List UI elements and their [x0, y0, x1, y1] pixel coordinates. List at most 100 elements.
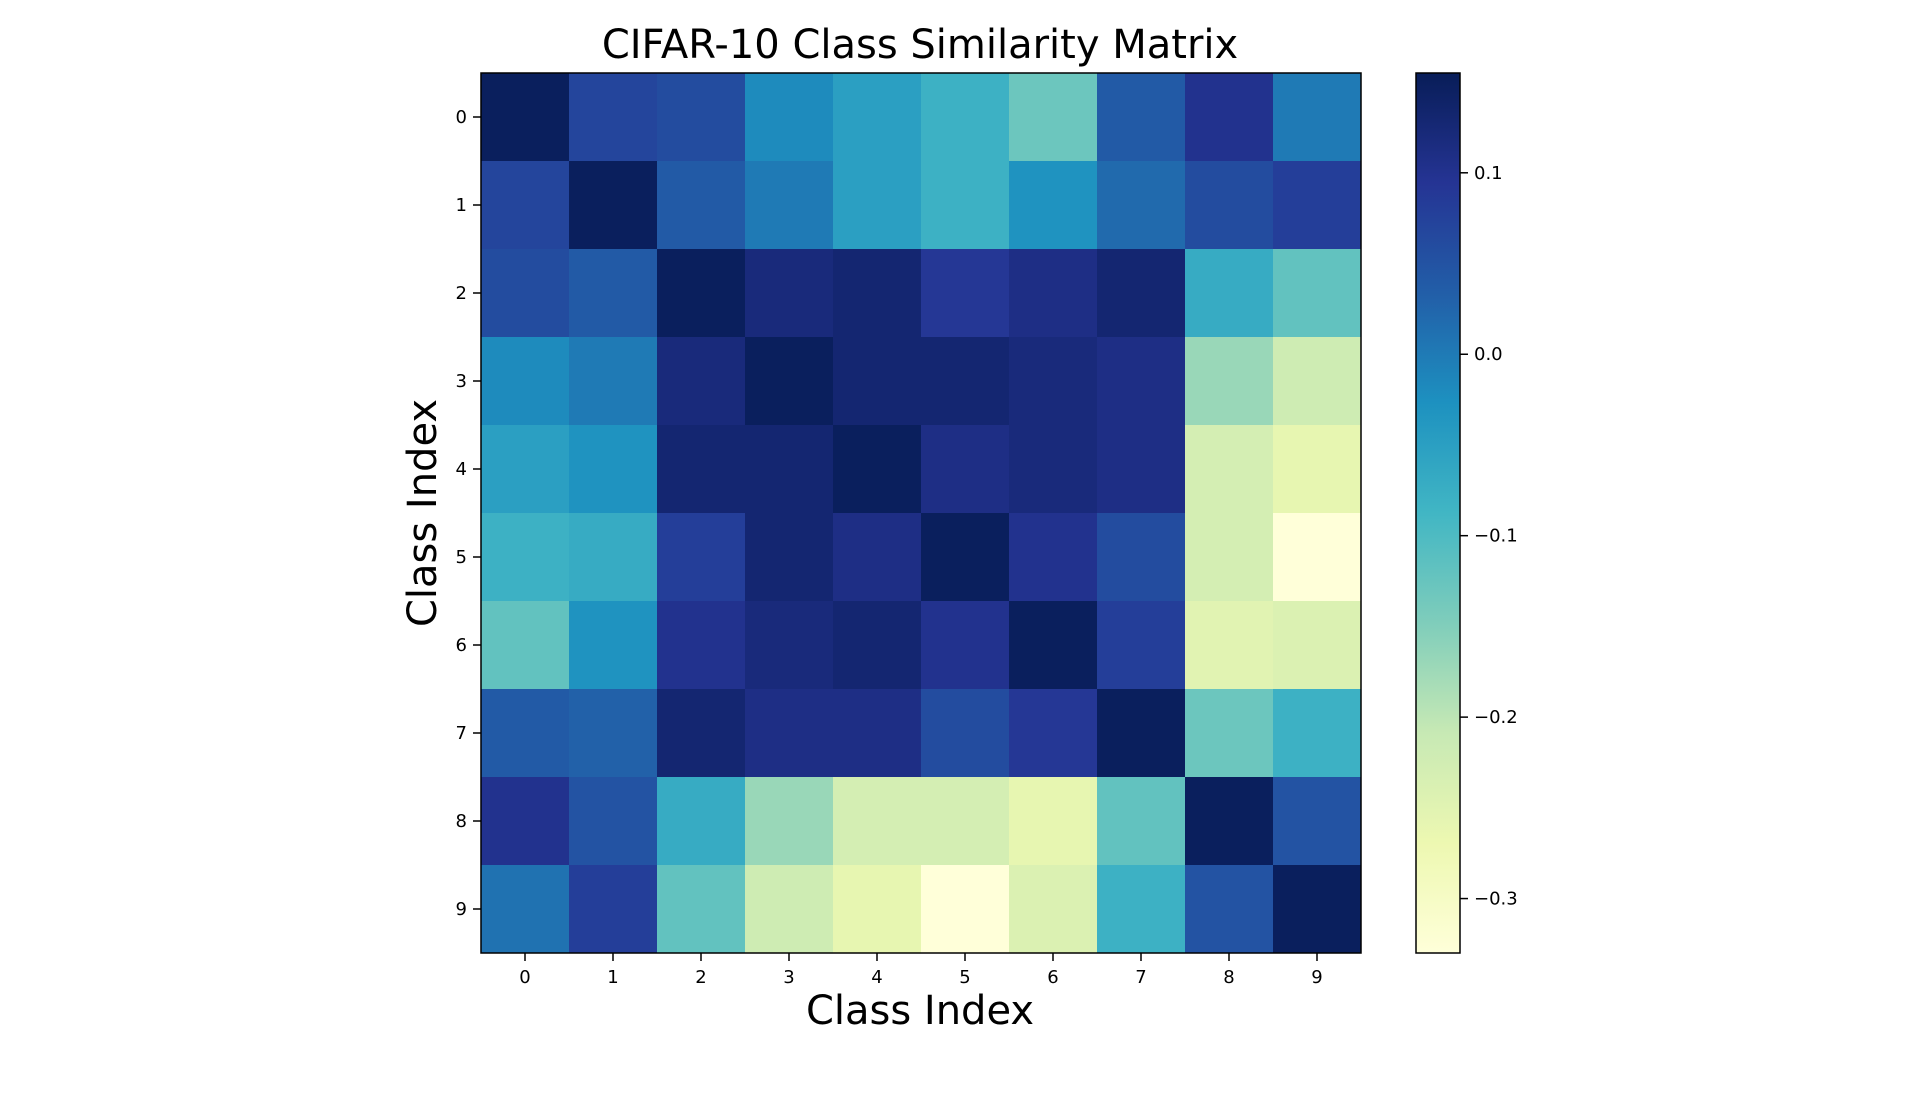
heatmap-cell	[657, 513, 746, 602]
y-tick-label: 1	[456, 195, 467, 216]
heatmap-cell	[833, 513, 922, 602]
heatmap-cell	[1009, 337, 1098, 426]
heatmap-cell	[833, 249, 922, 338]
heatmap-cell	[921, 513, 1010, 602]
plot-frame	[480, 72, 1362, 954]
heatmap-cell	[833, 161, 922, 250]
colorbar-ticks: 0.1 0.0 −0.1 −0.2 −0.3	[1460, 163, 1518, 910]
x-axis-label: Class Index	[806, 988, 1034, 1034]
heatmap-cell	[745, 601, 834, 690]
heatmap-cell	[1009, 601, 1098, 690]
x-tick-label: 7	[1135, 967, 1146, 988]
y-tick-label: 2	[456, 283, 467, 304]
heatmap-cell	[569, 689, 658, 778]
heatmap-cell	[657, 865, 746, 954]
heatmap-cell	[921, 689, 1010, 778]
heatmap-cell	[833, 73, 922, 162]
y-tick-label: 3	[456, 371, 467, 392]
heatmap-cell	[1185, 249, 1274, 338]
heatmap-cell	[1185, 513, 1274, 602]
heatmap-cell	[745, 337, 834, 426]
heatmap-cell	[657, 73, 746, 162]
heatmap-cell	[1097, 689, 1186, 778]
heatmap-cell	[657, 249, 746, 338]
heatmap-cell	[1009, 689, 1098, 778]
heatmap-cell	[481, 777, 570, 866]
heatmap-cell	[1097, 73, 1186, 162]
heatmap-cell	[1097, 601, 1186, 690]
colorbar-tick-label: −0.3	[1474, 889, 1518, 910]
heatmap-cell	[569, 601, 658, 690]
colorbar-tick-label: 0.0	[1474, 344, 1503, 365]
heatmap-cell	[569, 337, 658, 426]
heatmap-cell	[1185, 689, 1274, 778]
heatmap-cell	[921, 337, 1010, 426]
heatmap-cell	[569, 425, 658, 514]
heatmap-cell	[921, 777, 1010, 866]
heatmap-cell	[1273, 865, 1362, 954]
heatmap-cell	[481, 161, 570, 250]
heatmap-cell	[1097, 337, 1186, 426]
heatmap-cell	[1097, 777, 1186, 866]
heatmap-cell	[1273, 425, 1362, 514]
x-tick-label: 5	[959, 967, 970, 988]
x-tick-label: 8	[1223, 967, 1234, 988]
heatmap-cell	[745, 425, 834, 514]
heatmap-cell	[833, 689, 922, 778]
heatmap-cell	[569, 777, 658, 866]
heatmap-cells	[481, 73, 1362, 954]
x-tick-label: 2	[695, 967, 706, 988]
heatmap-cell	[921, 73, 1010, 162]
x-tick-label: 4	[871, 967, 882, 988]
heatmap-cell	[657, 425, 746, 514]
heatmap-cell	[1185, 865, 1274, 954]
x-tick-label: 6	[1047, 967, 1058, 988]
heatmap-cell	[1273, 601, 1362, 690]
y-axis-label: Class Index	[400, 399, 446, 627]
heatmap-cell	[569, 73, 658, 162]
colorbar-tick-label: −0.2	[1474, 707, 1518, 728]
heatmap-cell	[481, 425, 570, 514]
heatmap-cell	[1009, 865, 1098, 954]
heatmap-cell	[1273, 777, 1362, 866]
heatmap-cell	[569, 249, 658, 338]
y-tick-label: 6	[456, 635, 467, 656]
heatmap-cell	[1273, 337, 1362, 426]
heatmap-cell	[745, 513, 834, 602]
heatmap-cell	[481, 337, 570, 426]
heatmap-cell	[921, 865, 1010, 954]
heatmap-cell	[1273, 161, 1362, 250]
x-tick-label: 3	[783, 967, 794, 988]
heatmap-cell	[1009, 777, 1098, 866]
heatmap-cell	[569, 161, 658, 250]
heatmap-cell	[833, 425, 922, 514]
x-tick-label: 0	[519, 967, 530, 988]
heatmap-cell	[745, 73, 834, 162]
colorbar-tick-label: 0.1	[1474, 163, 1503, 184]
heatmap-cell	[1185, 601, 1274, 690]
heatmap-cell	[657, 601, 746, 690]
heatmap-cell	[1009, 161, 1098, 250]
x-axis-ticks: 0 1 2 3 4 5 6 7 8 9	[519, 953, 1323, 988]
heatmap-cell	[1185, 425, 1274, 514]
heatmap-cell	[745, 777, 834, 866]
heatmap-cell	[1185, 777, 1274, 866]
heatmap-cell	[833, 777, 922, 866]
y-axis-ticks: 0 1 2 3 4 5 6 7 8 9	[456, 107, 481, 920]
heatmap-cell	[921, 601, 1010, 690]
y-tick-label: 9	[456, 899, 467, 920]
heatmap-cell	[1097, 425, 1186, 514]
y-tick-label: 7	[456, 723, 467, 744]
heatmap-cell	[1273, 73, 1362, 162]
chart-title: CIFAR-10 Class Similarity Matrix	[602, 22, 1238, 68]
heatmap-cell	[745, 865, 834, 954]
heatmap-cell	[481, 865, 570, 954]
heatmap-cell	[481, 73, 570, 162]
heatmap-cell	[657, 689, 746, 778]
heatmap-cell	[1185, 73, 1274, 162]
heatmap-cell	[921, 425, 1010, 514]
heatmap-cell	[1009, 249, 1098, 338]
y-tick-label: 4	[456, 459, 467, 480]
heatmap-cell	[745, 689, 834, 778]
